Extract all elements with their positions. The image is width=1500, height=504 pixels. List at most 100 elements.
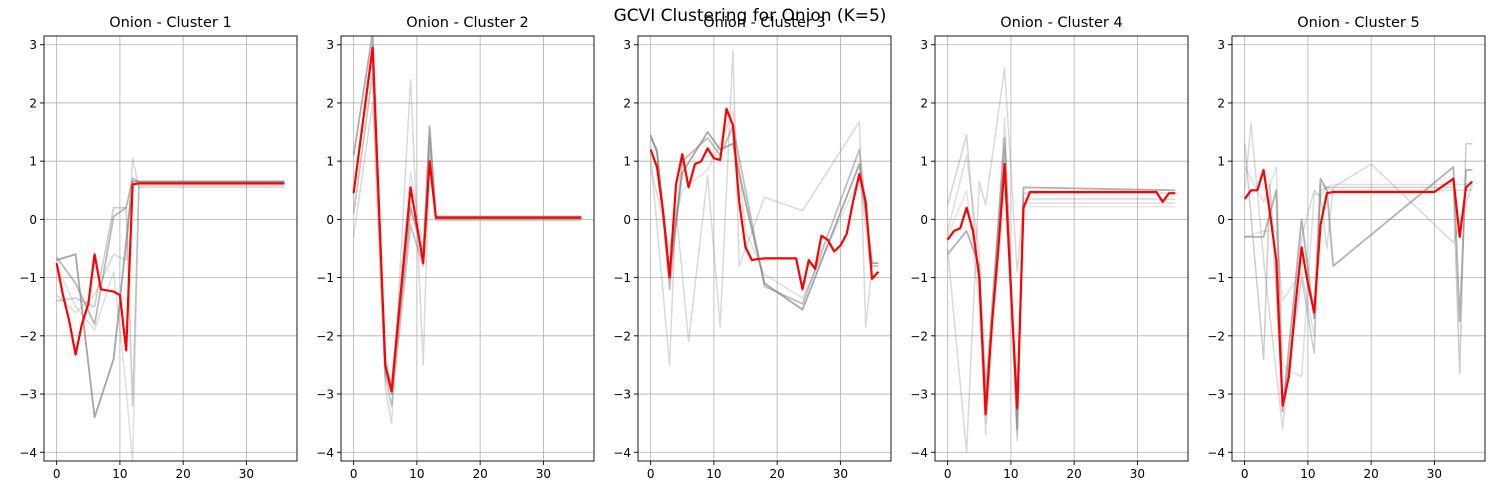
y-tick-label: −3 [19,388,37,402]
y-tick-label: 1 [920,155,928,169]
y-tick-label: −2 [910,329,928,343]
y-tick-label: −4 [19,446,37,460]
centroid-line [946,163,1176,416]
subplot-5: 0 10 20 30 −4 −3 −2 −1 0 1 2 3 Onion - Cluster 5 [1207,15,1486,481]
x-tick-label: 10 [112,467,127,481]
y-tick-label: −3 [1207,388,1225,402]
x-tick-label: 10 [706,467,721,481]
y-tick-label: −2 [1207,329,1225,343]
x-tick-label: 0 [647,467,655,481]
member-series-line [352,72,582,407]
axes-frame [43,35,298,462]
centroid-line [649,107,880,291]
subplot-title: Onion - Cluster 2 [406,15,528,31]
y-tick-label: −1 [910,271,928,285]
y-tick-label: −3 [316,388,334,402]
figure-title: GCVI Clustering for Onion (K=5) [613,6,887,26]
subplot-title: Onion - Cluster 5 [1297,15,1419,31]
y-tick-label: −1 [613,271,631,285]
y-tick-label: −2 [316,329,334,343]
x-tick-label: 20 [1067,467,1082,481]
series-group [946,67,1176,454]
member-series-line [946,134,1176,442]
y-tick-label: 3 [623,38,631,52]
y-tick-label: 1 [623,155,631,169]
x-tick-label: 30 [239,467,254,481]
y-tick-label: −2 [613,329,631,343]
y-tick-label: −3 [613,388,631,402]
member-series-line [649,125,879,305]
axes-frame [340,35,595,462]
subplot-4: 0 10 20 30 −4 −3 −2 −1 0 1 2 3 Onion - Cluster 4 [910,15,1189,481]
axes-frame [637,35,892,462]
y-tick-label: 2 [29,96,37,110]
member-series-line [946,136,1176,430]
series-group [649,49,880,366]
y-tick-label: 3 [29,38,37,52]
member-series-line [1244,166,1473,378]
x-tick-label: 0 [944,467,952,481]
axes-frame [934,35,1189,462]
x-tick-label: 20 [770,467,785,481]
x-tick-label: 20 [176,467,191,481]
member-series-line [55,184,285,461]
x-tick-label: 10 [1300,467,1315,481]
y-tick-label: −1 [316,271,334,285]
y-tick-label: 3 [326,38,334,52]
member-series-line [55,177,285,326]
y-tick-label: −4 [910,446,928,460]
y-tick-label: −3 [910,388,928,402]
x-tick-label: 0 [53,467,61,481]
series-group [352,36,582,424]
y-tick-label: 0 [326,213,334,227]
subplot-3: 0 10 20 30 −4 −3 −2 −1 0 1 2 3 Onion - Cluster 3 [613,15,892,481]
member-series-line [1243,142,1473,407]
x-tick-label: 0 [1241,467,1249,481]
subplot-2: 0 10 20 30 −4 −3 −2 −1 0 1 2 3 Onion - Cluster 2 [316,15,595,481]
x-tick-label: 30 [1130,467,1145,481]
y-tick-label: 0 [1217,213,1225,227]
y-tick-label: 0 [29,213,37,227]
subplot-1: 0 10 20 30 −4 −3 −2 −1 0 1 2 3 Onion - Cluster 1 [19,15,298,481]
member-series-line [649,49,873,366]
x-tick-label: 20 [1364,467,1379,481]
x-tick-label: 0 [350,467,358,481]
y-tick-label: −4 [613,446,631,460]
y-tick-label: 3 [920,38,928,52]
x-tick-label: 30 [536,467,551,481]
y-tick-label: 3 [1217,38,1225,52]
subplot-title: Onion - Cluster 4 [1000,15,1122,31]
member-series-line [946,116,1176,436]
y-tick-label: 2 [920,96,928,110]
member-series-line [1244,166,1473,413]
subplot-title: Onion - Cluster 3 [703,15,825,31]
y-tick-label: −4 [316,446,334,460]
subplot-title: Onion - Cluster 1 [109,15,231,31]
y-tick-label: −1 [1207,271,1225,285]
axes-frame [1231,35,1486,462]
centroid-line [55,182,285,356]
x-tick-label: 10 [409,467,424,481]
x-tick-label: 20 [473,467,488,481]
member-series-line [56,183,285,407]
member-series-line [1244,183,1473,337]
y-tick-label: 2 [1217,96,1225,110]
y-tick-label: 2 [326,96,334,110]
y-tick-label: 2 [623,96,631,110]
x-tick-label: 30 [1427,467,1442,481]
x-tick-label: 10 [1003,467,1018,481]
member-series-line [352,36,582,395]
series-group [55,157,285,461]
centroid-line [1243,168,1474,407]
y-tick-label: 1 [326,155,334,169]
member-series-line [946,67,1176,454]
y-tick-label: 1 [1217,155,1225,169]
y-tick-label: −4 [1207,446,1225,460]
y-tick-label: −2 [19,329,37,343]
centroid-line [352,46,582,393]
y-tick-label: 0 [623,213,631,227]
member-series-line [1243,122,1474,430]
member-series-line [649,110,879,299]
